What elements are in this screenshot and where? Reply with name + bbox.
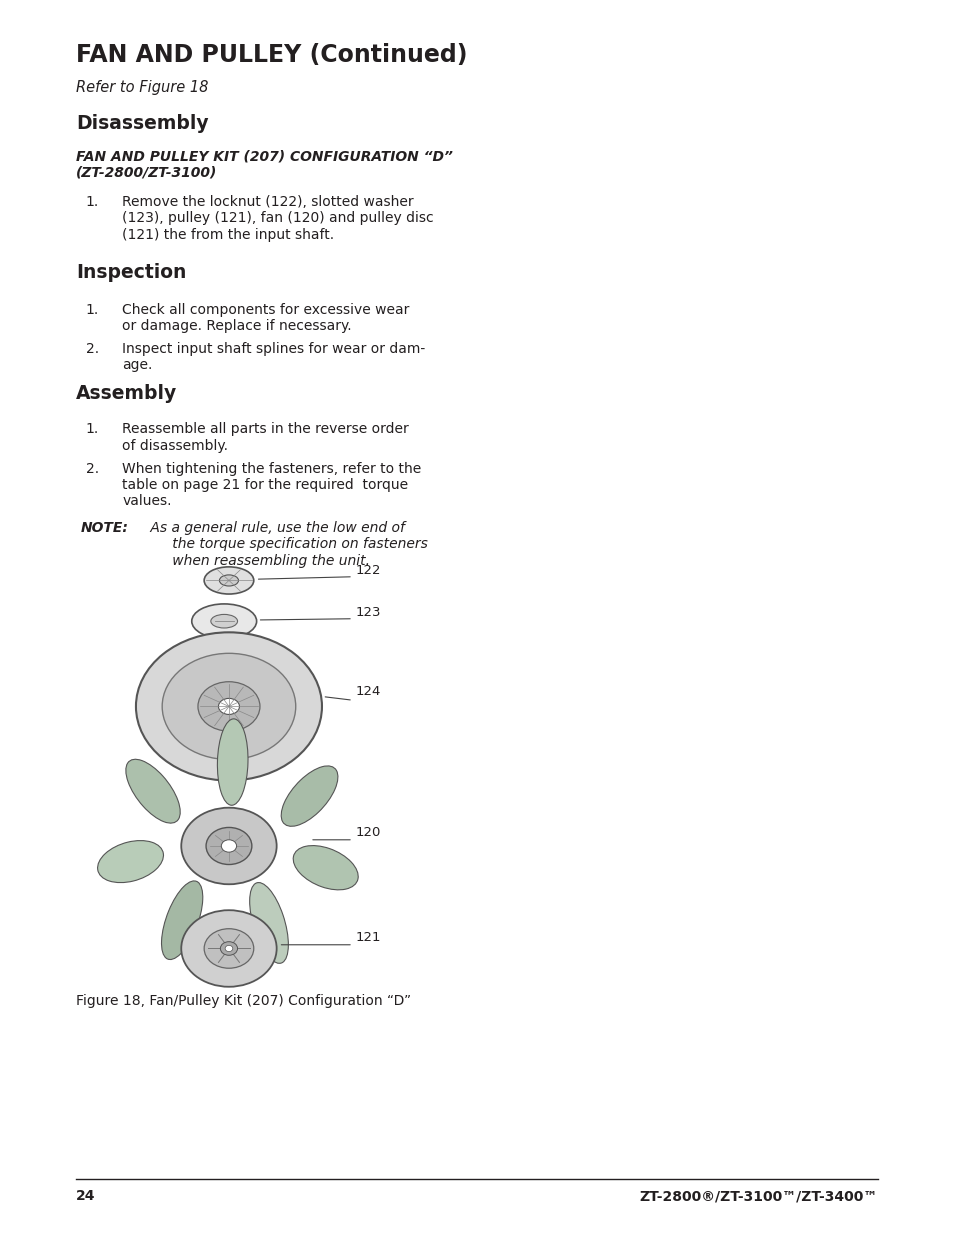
Ellipse shape [221,840,236,852]
Ellipse shape [204,567,253,594]
Ellipse shape [250,883,288,963]
Ellipse shape [192,604,256,638]
Ellipse shape [225,946,233,951]
Text: 2.: 2. [86,462,99,475]
Text: As a general rule, use the low end of
      the torque specification on fastener: As a general rule, use the low end of th… [146,521,427,568]
Text: Figure 18, Fan/Pulley Kit (207) Configuration “D”: Figure 18, Fan/Pulley Kit (207) Configur… [76,994,411,1008]
Text: Inspect input shaft splines for wear or dam-
age.: Inspect input shaft splines for wear or … [122,342,425,372]
Ellipse shape [293,846,357,890]
Text: 1.: 1. [86,195,99,209]
Text: 122: 122 [355,564,381,577]
Text: Disassembly: Disassembly [76,114,209,132]
Ellipse shape [126,760,180,823]
Ellipse shape [211,614,237,629]
Text: NOTE:: NOTE: [81,521,129,535]
Text: Inspection: Inspection [76,263,187,282]
Text: FAN AND PULLEY (Continued): FAN AND PULLEY (Continued) [76,43,467,67]
Ellipse shape [162,653,295,760]
Text: Refer to Figure 18: Refer to Figure 18 [76,80,209,95]
Text: 120: 120 [355,826,381,839]
Text: FAN AND PULLEY KIT (207) CONFIGURATION “D”
(ZT-2800/ZT-3100): FAN AND PULLEY KIT (207) CONFIGURATION “… [76,149,453,179]
Ellipse shape [217,719,248,805]
Ellipse shape [181,808,276,884]
Ellipse shape [135,632,321,781]
Text: 1.: 1. [86,303,99,316]
Ellipse shape [181,910,276,987]
Ellipse shape [219,574,238,585]
Ellipse shape [218,698,239,714]
Text: Reassemble all parts in the reverse order
of disassembly.: Reassemble all parts in the reverse orde… [122,422,409,452]
Text: Assembly: Assembly [76,384,177,403]
Text: 24: 24 [76,1189,95,1203]
Text: 121: 121 [355,931,381,944]
Ellipse shape [161,881,203,960]
Ellipse shape [281,766,337,826]
Ellipse shape [204,929,253,968]
Ellipse shape [197,682,259,731]
Ellipse shape [97,841,163,883]
Text: 1.: 1. [86,422,99,436]
Text: ZT-2800®/ZT-3100™/ZT-3400™: ZT-2800®/ZT-3100™/ZT-3400™ [639,1189,877,1203]
Text: When tightening the fasteners, refer to the
table on page 21 for the required  t: When tightening the fasteners, refer to … [122,462,421,509]
Ellipse shape [220,941,237,956]
Text: 2.: 2. [86,342,99,356]
Text: Check all components for excessive wear
or damage. Replace if necessary.: Check all components for excessive wear … [122,303,409,332]
Ellipse shape [206,827,252,864]
Text: Remove the locknut (122), slotted washer
(123), pulley (121), fan (120) and pull: Remove the locknut (122), slotted washer… [122,195,434,242]
Text: 123: 123 [355,606,381,619]
Text: 124: 124 [355,685,381,698]
